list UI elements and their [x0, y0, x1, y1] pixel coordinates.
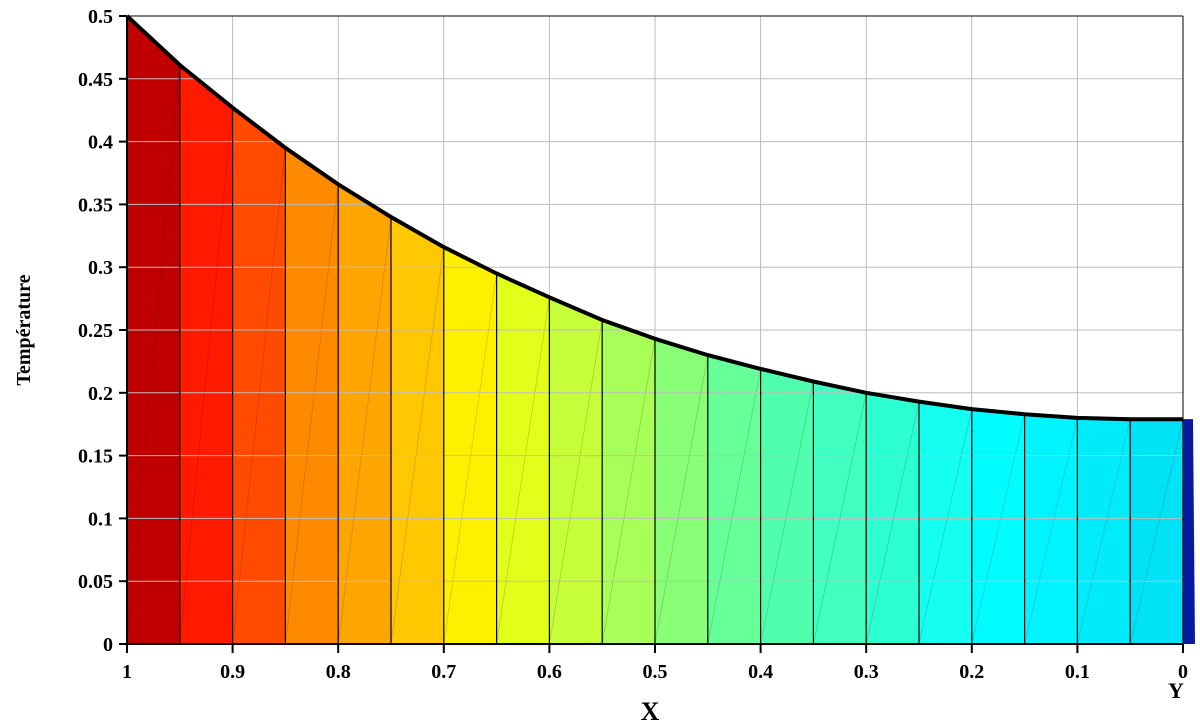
area-band: [760, 368, 814, 644]
x-tick-label: 0.7: [431, 661, 456, 683]
triangulation-line: [918, 409, 973, 645]
y-tick-label: 0.05: [78, 571, 113, 593]
x-tick-label: 0.5: [643, 661, 668, 683]
x-tick-label: 0.3: [854, 661, 879, 683]
x-tick-label: 0: [1178, 661, 1188, 683]
triangulation-line: [232, 147, 286, 645]
area-band: [1024, 414, 1078, 644]
triangulation-line: [707, 368, 761, 645]
triangulation-line: [601, 338, 656, 645]
area-band: [602, 319, 655, 644]
area-band: [813, 381, 867, 644]
area-band: [285, 147, 339, 644]
area-band: [232, 107, 286, 645]
x-axis-label: X: [641, 697, 660, 725]
triangulation-line: [1077, 419, 1131, 645]
area-band: [707, 355, 761, 644]
x-tick-label: 0.2: [959, 661, 984, 683]
y-corner-label: Y: [1168, 678, 1184, 703]
area-band: [919, 401, 972, 644]
triangulation-line: [865, 401, 920, 645]
area-band: [971, 409, 1025, 644]
triangulation-line: [1129, 419, 1184, 645]
y-tick-label: 0.5: [88, 6, 113, 28]
area-band: [391, 216, 444, 644]
triangulation-line: [179, 107, 233, 645]
triangulation-line: [654, 355, 709, 645]
y-tick-label: 0.25: [78, 320, 113, 342]
x-tick-label: 0.8: [326, 661, 351, 683]
y-tick-label: 0.4: [88, 132, 113, 154]
y-tick-label: 0.15: [78, 446, 113, 468]
triangulation-line: [496, 297, 550, 645]
area-band: [1130, 419, 1183, 644]
x-tick-label: 0.6: [537, 661, 562, 683]
x-tick-label: 0.4: [748, 661, 773, 683]
y-tick-label: 0.3: [88, 257, 113, 279]
triangulation-line: [126, 64, 181, 645]
y-tick-label: 0.2: [88, 383, 113, 405]
y-tick-label: 0.35: [78, 194, 113, 216]
x-tick-label: 0.9: [220, 661, 245, 683]
area-band: [1077, 417, 1131, 644]
x-tick-label: 1: [122, 661, 132, 683]
edge-strip: [1183, 419, 1195, 644]
temperature-curve: [125, 14, 1183, 422]
y-tick-label: 0: [103, 634, 113, 656]
y-tick-label: 0.45: [78, 69, 113, 91]
area-band: [655, 338, 708, 644]
triangulation-line: [337, 216, 392, 645]
triangulation-line: [443, 273, 497, 645]
y-tick-label: 0.1: [88, 508, 113, 530]
area-band: [496, 273, 550, 644]
area-band: [549, 297, 603, 644]
area-band: [338, 184, 391, 644]
y-axis-label: Température: [13, 274, 35, 385]
area-band: [443, 247, 497, 644]
x-tick-labels: 1 0.9 0.8 0.7 0.6 0.5 0.4 0.3 0.2 0.1 0: [122, 644, 1188, 683]
triangulation-line: [390, 247, 445, 645]
triangulation-line: [549, 319, 603, 645]
triangulation-line: [285, 184, 339, 645]
x-tick-label: 0.1: [1065, 661, 1090, 683]
triangulation-line: [760, 381, 814, 645]
triangulation-line: [971, 414, 1025, 645]
area-band: [179, 64, 233, 644]
y-tick-labels: 0 0.05 0.1 0.15 0.2 0.25 0.3 0.35 0.4 0.45 0.5: [78, 6, 127, 656]
